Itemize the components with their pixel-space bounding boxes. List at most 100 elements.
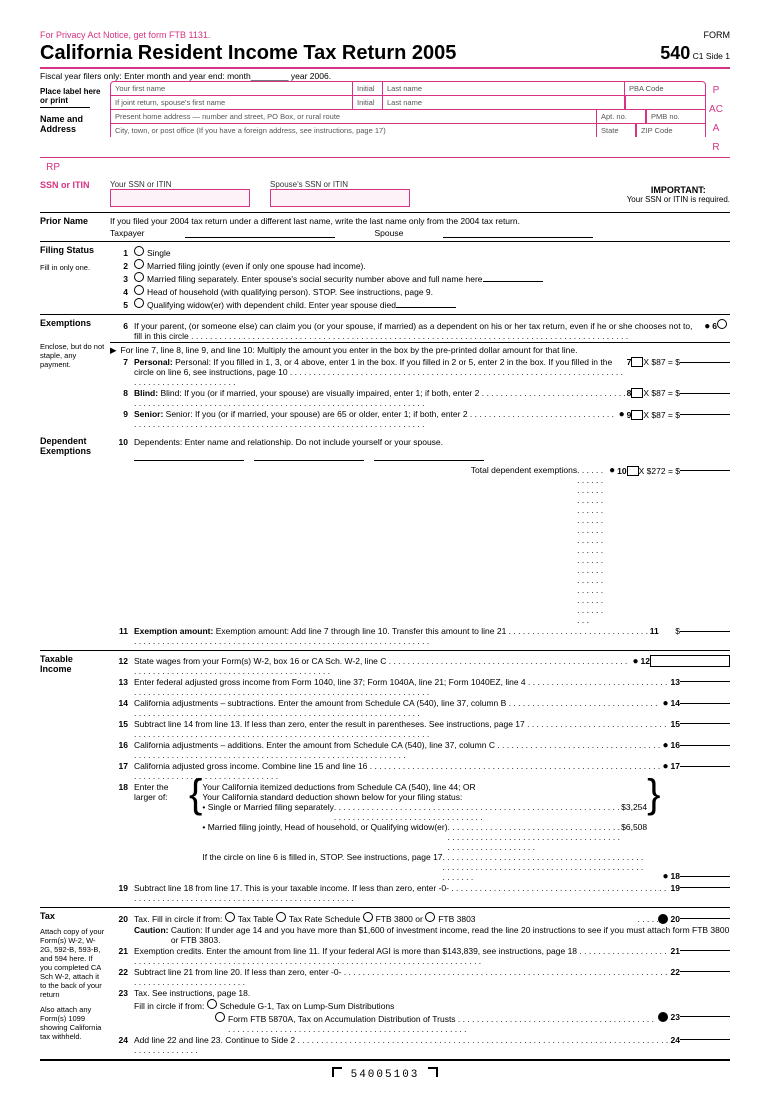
line-23: Tax. See instructions, page 18. xyxy=(134,988,250,998)
line-19: Subtract line 18 from line 17. This is y… xyxy=(134,883,449,893)
line-9-box[interactable] xyxy=(631,410,643,420)
filing-2: Married filing jointly (even if only one… xyxy=(147,261,366,271)
form-title: California Resident Income Tax Return 20… xyxy=(40,42,456,65)
line-10-box[interactable] xyxy=(627,466,639,476)
ssn-label: SSN or ITIN xyxy=(40,180,110,209)
last-name-label: Last name xyxy=(383,82,625,95)
fill-one: Fill in only one. xyxy=(40,263,106,272)
line-10: Dependents: Enter name and relationship.… xyxy=(134,437,443,447)
line-18c: • Single or Married filing separately xyxy=(202,802,333,822)
side-ac: AC xyxy=(706,100,726,119)
barcode-number: 54005103 xyxy=(351,1069,420,1081)
first-name-label: Your first name xyxy=(111,82,353,95)
ftb3803-circle[interactable] xyxy=(425,912,435,922)
name-addr-label: Name and Address xyxy=(40,114,106,134)
spouse-ssn-label: Spouse's SSN or ITIN xyxy=(270,180,410,189)
side-r: R xyxy=(706,138,726,157)
dep-2[interactable] xyxy=(254,451,364,461)
filing-4: Head of household (with qualifying perso… xyxy=(147,287,433,297)
exemptions-label: Exemptions xyxy=(40,318,106,328)
place-label: Place label here or print xyxy=(40,87,106,105)
filing-5-circle[interactable] xyxy=(134,298,144,308)
line-8: Blind: If you (or if married, your spous… xyxy=(160,388,479,398)
line-18d-amt: $6,508 xyxy=(621,822,647,852)
line-20-caution: Caution: If under age 14 and you have mo… xyxy=(171,925,730,945)
ftb5870a-circle[interactable] xyxy=(215,1012,225,1022)
line-17: California adjusted gross income. Combin… xyxy=(134,761,367,771)
line-18d: • Married filing jointly, Head of househ… xyxy=(202,822,447,852)
line-11: Exemption amount: Add line 7 through lin… xyxy=(216,626,507,636)
line-12: State wages from your Form(s) W-2, box 1… xyxy=(134,656,386,666)
filing-1: Single xyxy=(147,248,171,258)
line-18c-amt: $3,254 xyxy=(621,802,647,822)
tax-table-circle[interactable] xyxy=(225,912,235,922)
dep-3[interactable] xyxy=(374,451,484,461)
tax-rate-circle[interactable] xyxy=(276,912,286,922)
filing-2-circle[interactable] xyxy=(134,259,144,269)
attach-note: Attach copy of your Form(s) W-2, W-2G, 5… xyxy=(40,927,106,999)
address-label: Present home address — number and street… xyxy=(110,110,596,123)
line-24: Add line 22 and line 23. Continue to Sid… xyxy=(134,1035,295,1045)
dep-1[interactable] xyxy=(134,451,244,461)
line-7-amt: X $87 = $ xyxy=(643,357,680,367)
line-18-intro: Enter the larger of: xyxy=(134,782,169,802)
city-label: City, town, or post office (If you have … xyxy=(110,124,596,137)
initial-label: Initial xyxy=(353,82,383,95)
zip-label: ZIP Code xyxy=(636,124,706,137)
filing-label: Filing Status xyxy=(40,245,106,255)
tax-table-label: Tax Table xyxy=(238,914,274,924)
sched-g1-circle[interactable] xyxy=(207,999,217,1009)
ftb3803-label: FTB 3803 xyxy=(438,914,475,924)
line-10-total: Total dependent exemptions xyxy=(471,465,577,475)
line-18e: If the circle on line 6 is filled in, ST… xyxy=(202,852,442,882)
important-heading: IMPORTANT: xyxy=(627,185,730,195)
prior-spouse-input[interactable] xyxy=(443,228,593,238)
line-23-fill: Fill in circle if from: xyxy=(134,1001,204,1011)
line-14: California adjustments – subtractions. E… xyxy=(134,698,506,708)
line-18a: Your California itemized deductions from… xyxy=(202,782,647,792)
side-rp: RP xyxy=(40,158,60,177)
prior-label: Prior Name xyxy=(40,216,110,238)
privacy-notice: For Privacy Act Notice, get form FTB 113… xyxy=(40,30,210,40)
filing-5: Qualifying widow(er) with dependent chil… xyxy=(147,300,396,310)
prior-taxpayer: Taxpayer xyxy=(110,228,145,238)
filing-4-circle[interactable] xyxy=(134,285,144,295)
taxable-label: Taxable Income xyxy=(40,654,110,904)
line-16: California adjustments – additions. Ente… xyxy=(134,740,495,750)
sched-g1-label: Schedule G-1, Tax on Lump-Sum Distributi… xyxy=(220,1001,395,1011)
line-15: Subtract line 14 from line 13. If less t… xyxy=(134,719,525,729)
form-number: 540 xyxy=(660,43,690,63)
form-word: FORM xyxy=(704,30,731,40)
pmb-label: PMB no. xyxy=(646,110,706,123)
side-a: A xyxy=(706,119,726,138)
tax-rate-label: Tax Rate Schedule xyxy=(289,914,360,924)
your-ssn-label: Your SSN or ITIN xyxy=(110,180,250,189)
line-8-box[interactable] xyxy=(631,388,643,398)
line-7-box[interactable] xyxy=(631,357,643,367)
filing-3-input[interactable] xyxy=(483,272,543,282)
page-label: C1 Side 1 xyxy=(693,51,730,61)
line-10-amt: X $272 = $ xyxy=(639,466,680,476)
line-13: Enter federal adjusted gross income from… xyxy=(134,677,526,687)
prior-taxpayer-input[interactable] xyxy=(185,228,335,238)
filing-3-circle[interactable] xyxy=(134,272,144,282)
line-9-amt: X $87 = $ xyxy=(643,410,680,420)
fiscal-year: Fiscal year filers only: Enter month and… xyxy=(40,71,730,81)
ftb3800-circle[interactable] xyxy=(363,912,373,922)
pba-label: PBA Code xyxy=(625,82,705,95)
ftb5870a-label: Form FTB 5870A, Tax on Accumulation Dist… xyxy=(228,1014,456,1024)
your-ssn-input[interactable] xyxy=(110,189,250,207)
line-6-circle[interactable] xyxy=(717,319,727,329)
filing-3: Married filing separately. Enter spouse'… xyxy=(147,274,483,284)
apt-label: Apt. no. xyxy=(596,110,646,123)
line-7-10-instruction: For line 7, line 8, line 9, and line 10:… xyxy=(121,345,578,355)
filing-5-input[interactable] xyxy=(396,298,456,308)
prior-spouse: Spouse xyxy=(375,228,404,238)
prior-text: If you filed your 2004 tax return under … xyxy=(110,216,730,226)
spouse-ssn-input[interactable] xyxy=(270,189,410,207)
filing-1-circle[interactable] xyxy=(134,246,144,256)
spouse-first-label: If joint return, spouse's first name xyxy=(111,96,353,109)
line-22: Subtract line 21 from line 20. If less t… xyxy=(134,967,341,977)
important-text: Your SSN or ITIN is required. xyxy=(627,195,730,204)
spouse-initial-label: Initial xyxy=(353,96,383,109)
